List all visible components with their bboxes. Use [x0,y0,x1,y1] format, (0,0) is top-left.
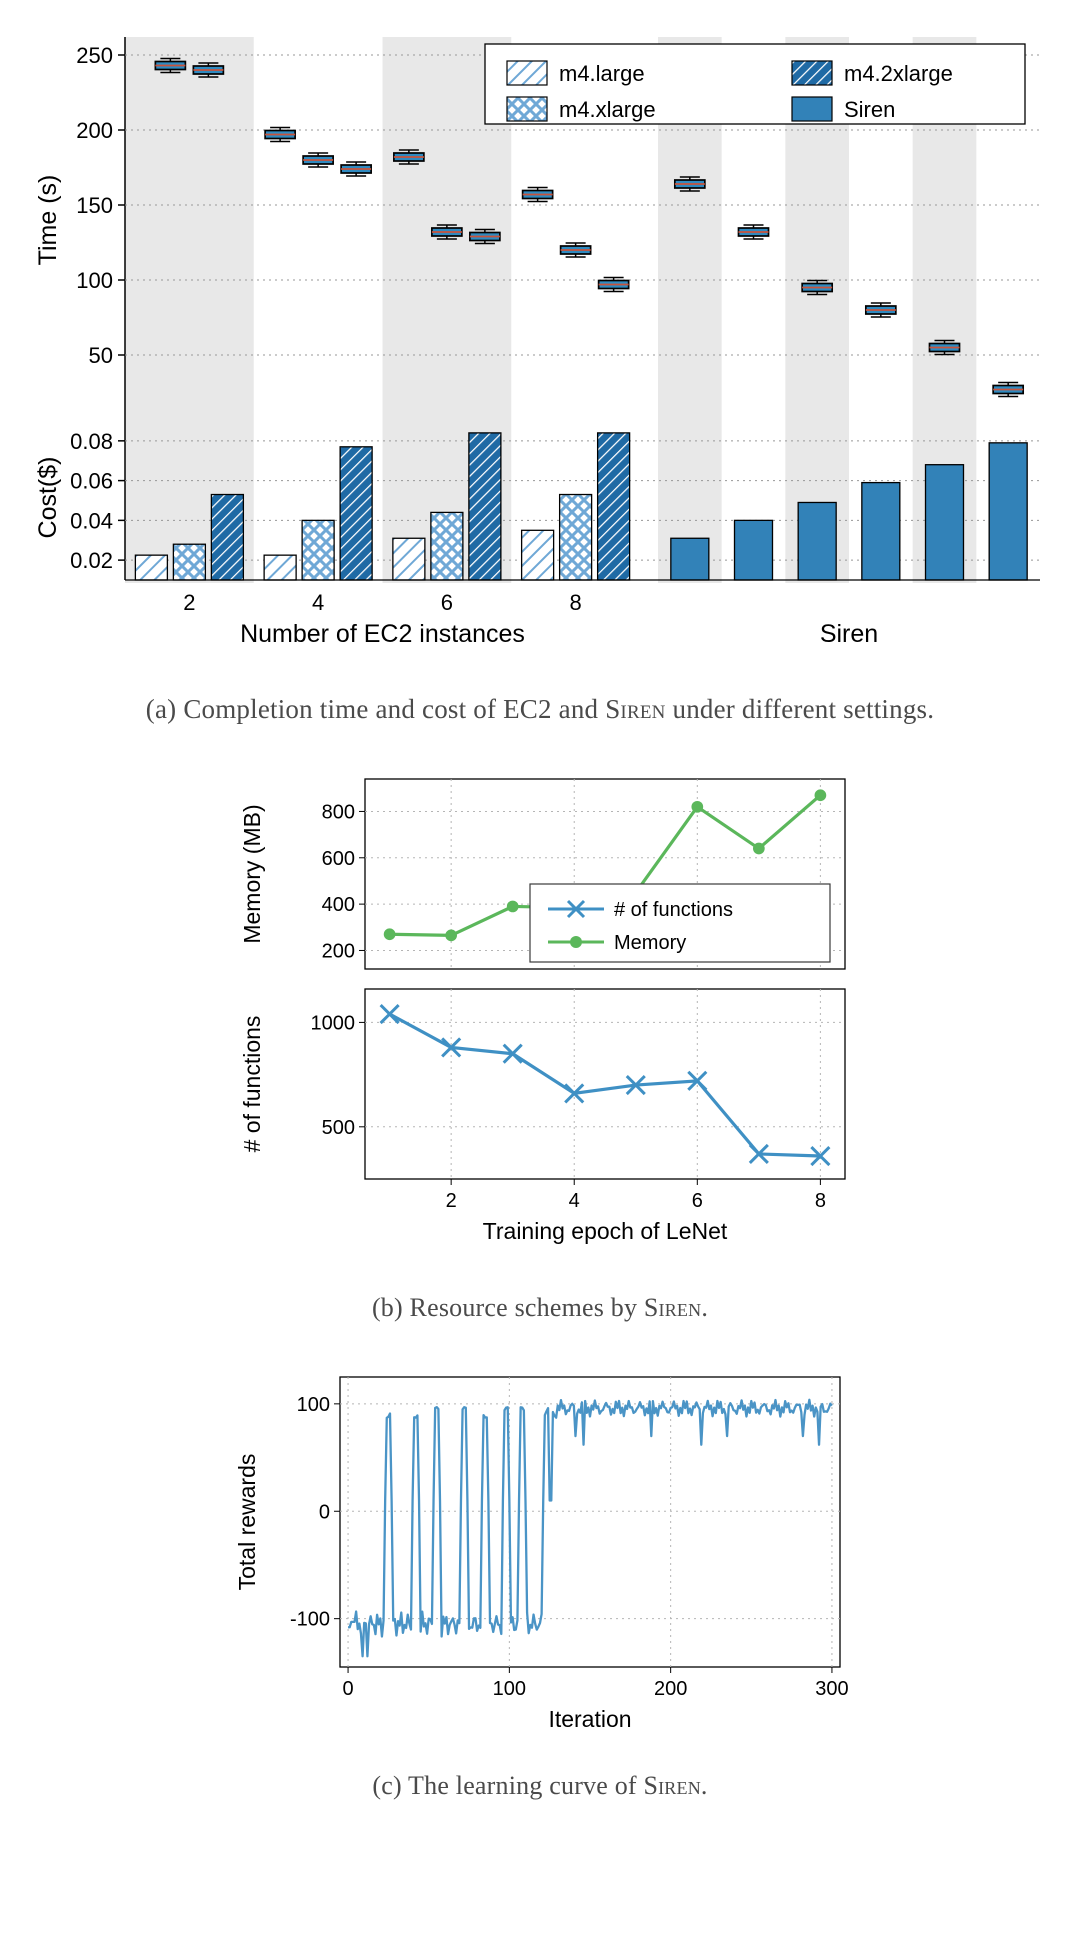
svg-text:# of functions: # of functions [239,1016,265,1153]
svg-text:6: 6 [441,590,453,615]
chart-a: 50 100 150 200 250 0.02 0.04 0.06 0.08 Time (s) Co… [20,20,1060,680]
svg-text:100: 100 [297,1394,330,1416]
svg-text:100: 100 [76,268,113,293]
caption-c: (c) The learning curve of Siren. [20,1771,1060,1801]
svg-text:m4.2xlarge: m4.2xlarge [844,61,953,86]
svg-text:0.06: 0.06 [70,469,113,494]
svg-text:-100: -100 [290,1609,330,1631]
svg-text:200: 200 [322,940,355,962]
svg-text:0: 0 [319,1501,330,1523]
svg-text:Time (s): Time (s) [34,175,62,266]
svg-text:Siren: Siren [844,97,895,122]
svg-text:300: 300 [815,1678,848,1700]
svg-text:Total rewards: Total rewards [234,1454,260,1591]
svg-text:1000: 1000 [311,1012,356,1034]
svg-text:Memory (MB): Memory (MB) [239,804,265,943]
caption-a: (a) Completion time and cost of EC2 and … [20,694,1060,725]
chart-b: 200 400 600 800 500 1000 2 4 6 8 Memory (MB) # of f… [205,759,875,1279]
svg-text:Iteration: Iteration [548,1706,631,1732]
svg-text:0: 0 [343,1678,354,1700]
svg-text:500: 500 [322,1117,355,1139]
svg-text:m4.large: m4.large [559,61,645,86]
svg-text:4: 4 [312,590,324,615]
svg-text:150: 150 [76,193,113,218]
svg-text:250: 250 [76,43,113,68]
svg-text:2: 2 [183,590,195,615]
svg-text:Number of EC2 instances: Number of EC2 instances [240,620,525,648]
svg-text:50: 50 [89,343,113,368]
svg-text:Training epoch of LeNet: Training epoch of LeNet [483,1218,728,1244]
svg-text:600: 600 [322,848,355,870]
svg-text:m4.xlarge: m4.xlarge [559,97,656,122]
svg-text:6: 6 [692,1190,703,1212]
svg-text:2: 2 [446,1190,457,1212]
svg-text:4: 4 [569,1190,580,1212]
svg-text:# of functions: # of functions [614,899,733,921]
svg-text:200: 200 [76,118,113,143]
svg-text:100: 100 [493,1678,526,1700]
svg-text:0.08: 0.08 [70,429,113,454]
svg-text:8: 8 [570,590,582,615]
svg-text:Siren: Siren [820,620,878,648]
svg-text:Cost($): Cost($) [34,457,62,539]
svg-text:200: 200 [654,1678,687,1700]
svg-text:0.02: 0.02 [70,548,113,573]
svg-text:400: 400 [322,894,355,916]
svg-text:800: 800 [322,801,355,823]
svg-text:Memory: Memory [614,932,686,954]
svg-text:8: 8 [815,1190,826,1212]
chart-c: -100 0 100 0 100 200 300 Total rewards Iteration [210,1357,870,1757]
caption-b: (b) Resource schemes by Siren. [20,1293,1060,1323]
svg-text:0.04: 0.04 [70,508,113,533]
